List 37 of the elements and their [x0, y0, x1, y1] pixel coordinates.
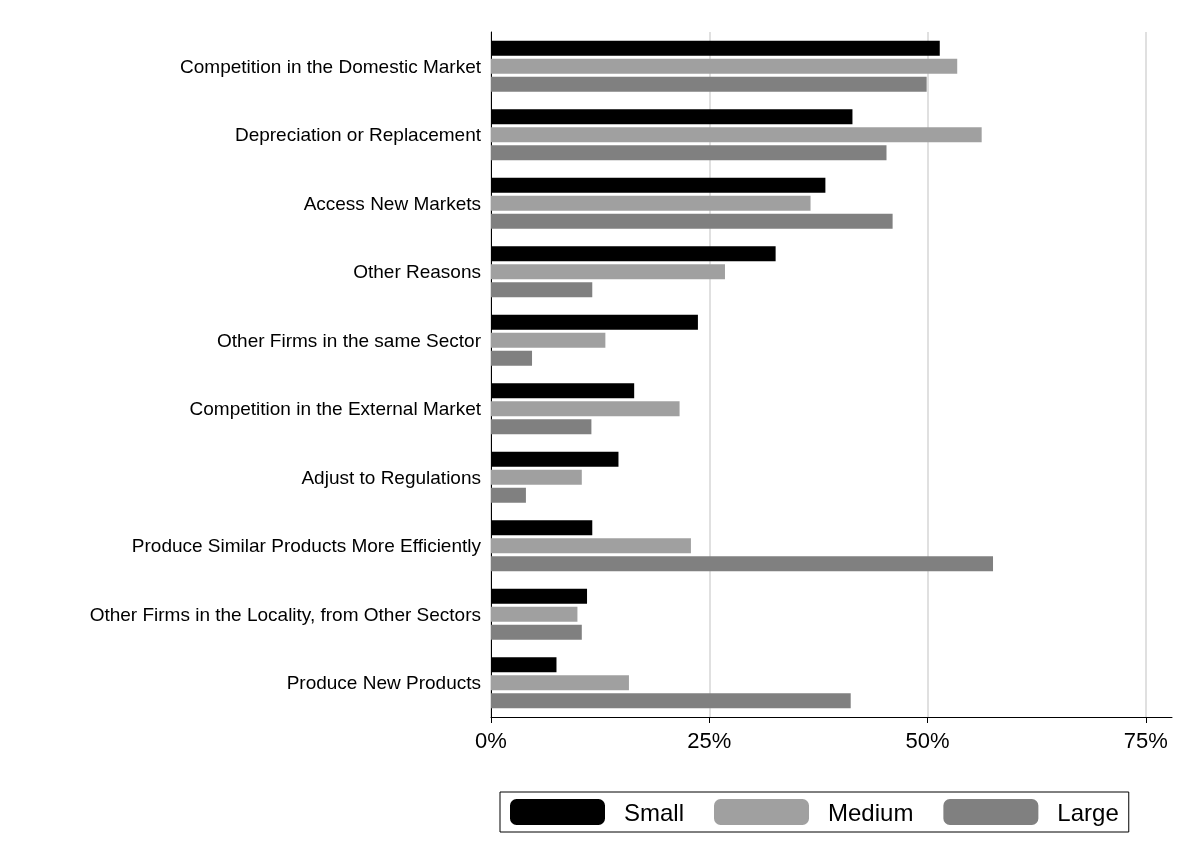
legend-label: Large [1057, 798, 1119, 826]
bar [491, 127, 982, 143]
bar [491, 556, 994, 572]
x-tick-label: 0% [475, 727, 507, 753]
x-tick-label: 50% [905, 727, 950, 753]
legend-label: Medium [828, 798, 914, 826]
y-tick-label: Competition in the Domestic Market [180, 55, 482, 77]
legend-label: Small [624, 798, 685, 826]
y-tick-label: Produce New Products [286, 672, 481, 694]
bar [491, 145, 887, 161]
y-tick-label: Adjust to Regulations [301, 466, 481, 488]
bar [491, 350, 533, 366]
bar [491, 624, 582, 640]
bar [491, 606, 578, 622]
bar [491, 469, 582, 485]
x-tick-label: 75% [1123, 727, 1168, 753]
bar [491, 693, 851, 709]
bar [491, 487, 526, 503]
y-tick-label: Other Firms in the Locality, from Other Sectors [89, 603, 481, 625]
bar [491, 401, 680, 417]
bar [491, 264, 725, 280]
bar [491, 58, 958, 74]
bar [491, 213, 893, 229]
bar [491, 195, 811, 211]
y-tick-label: Competition in the External Market [189, 398, 482, 420]
y-tick-label: Other Firms in the same Sector [217, 329, 482, 351]
bar [491, 675, 629, 691]
bar [491, 282, 593, 298]
bar [491, 332, 606, 348]
y-tick-label: Access New Markets [303, 192, 481, 214]
bar [491, 419, 592, 435]
y-tick-label: Depreciation or Replacement [234, 124, 482, 146]
y-tick-label: Produce Similar Products More Efficiently [131, 535, 482, 557]
bar [491, 76, 927, 92]
y-tick-label: Other Reasons [353, 261, 481, 283]
x-tick-label: 25% [687, 727, 732, 753]
bar [491, 538, 691, 554]
